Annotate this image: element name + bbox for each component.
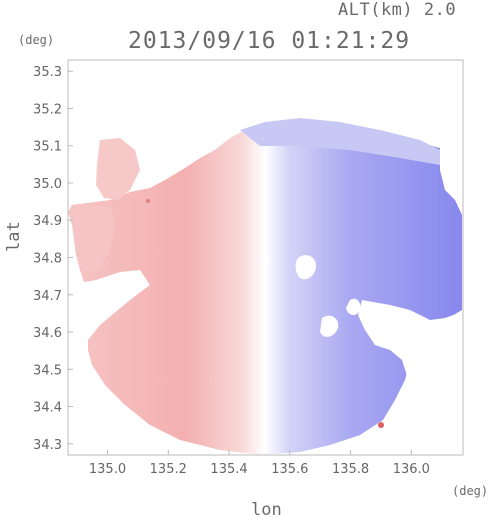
y-tick-label: 35.0 [33,177,62,192]
x-tick-label: 135.6 [271,462,308,477]
x-tick-label: 135.4 [210,462,247,477]
y-tick-label: 34.9 [33,214,62,229]
echo-north-strip [96,138,140,200]
y-tick-label: 35.2 [33,102,62,117]
x-unit-label: (deg) [452,484,489,498]
radar-center [261,257,269,265]
y-tick-label: 34.3 [33,438,62,453]
echo-gap-east [358,300,462,395]
y-tick-label: 35.3 [33,65,62,80]
altitude-label: ALT(km) 2.0 [338,0,457,20]
echo-west-lobe [72,205,115,275]
x-tick-label: 136.0 [393,462,430,477]
speckle [146,199,150,203]
echo-gap-patch-1 [295,255,316,280]
x-axis-label: lon [251,500,282,520]
y-tick-label: 34.4 [33,401,62,416]
echo-field [68,118,462,455]
x-tick-label: 135.2 [150,462,187,477]
x-tick-label: 135.8 [332,462,369,477]
echo-gap-patch-3 [346,298,361,316]
y-tick-label: 34.7 [33,289,62,304]
echo-north-blue [240,118,440,165]
y-tick-label: 35.1 [33,140,62,155]
y-tick-label: 34.5 [33,363,62,378]
y-tick-label: 34.8 [33,252,62,267]
echo-main [68,122,462,455]
x-ticks: 135.0 135.2 135.4 135.6 135.8 136.0 [89,450,430,477]
x-tick-label: 135.0 [89,462,126,477]
speckle [378,422,384,428]
y-tick-label: 34.6 [33,326,62,341]
y-unit-label: (deg) [18,33,55,47]
y-ticks: 35.3 35.2 35.1 35.0 34.9 34.8 34.7 34.6 34.5 34.4… [33,65,73,453]
timestamp-title: 2013/09/16 01:21:29 [128,28,411,54]
echo-gap-patch-2 [320,315,339,337]
